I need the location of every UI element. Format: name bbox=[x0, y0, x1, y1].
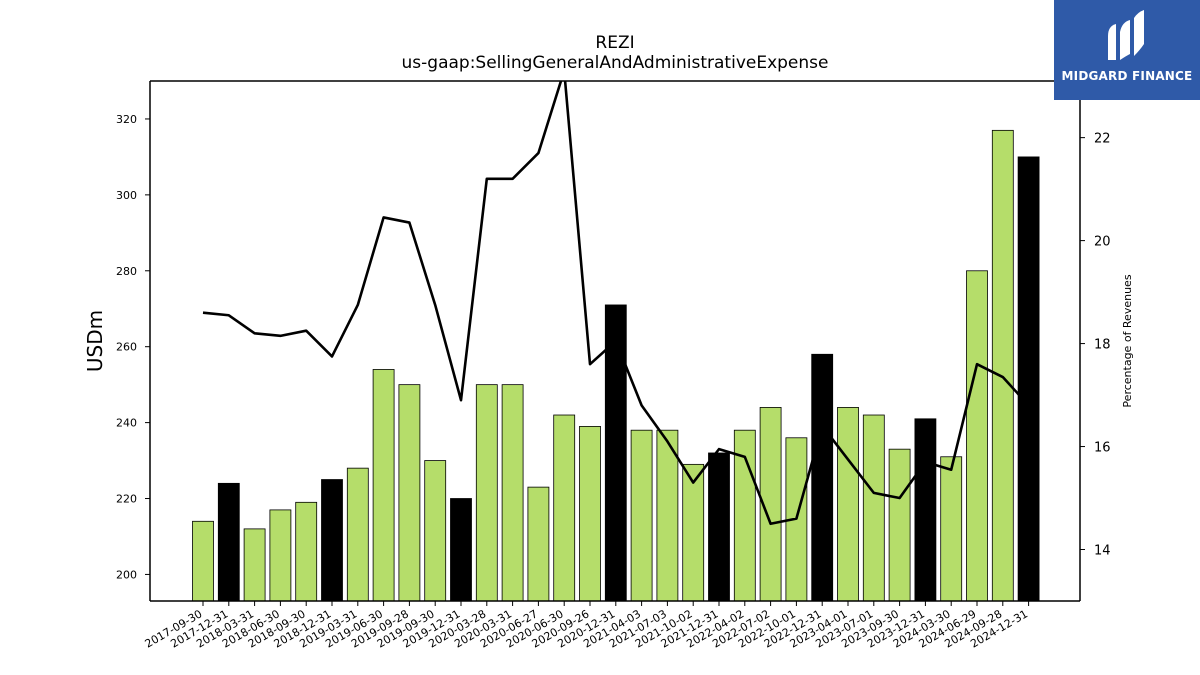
y2-tick-label: 16 bbox=[1094, 441, 1111, 456]
bar-2019-12-31 bbox=[450, 498, 472, 601]
bar-2023-07-01 bbox=[862, 414, 885, 601]
chart-subtitle: us-gaap:SellingGeneralAndAdministrativeE… bbox=[401, 53, 829, 73]
bar-2020-03-28 bbox=[475, 384, 498, 601]
bar-2018-12-31 bbox=[321, 479, 343, 601]
y-tick-label: 300 bbox=[116, 189, 137, 202]
bar-2023-12-31 bbox=[914, 418, 937, 601]
bar-2024-12-31 bbox=[1017, 156, 1040, 601]
bar-2019-03-31 bbox=[346, 467, 369, 601]
chart-title: REZI bbox=[595, 33, 635, 53]
y-tick-label: 320 bbox=[116, 113, 137, 126]
y-axis-label: USDm bbox=[83, 310, 107, 372]
bar-2021-10-02 bbox=[682, 463, 705, 601]
y2-tick-label: 22 bbox=[1094, 132, 1111, 147]
bar-2022-12-31 bbox=[811, 353, 834, 601]
midgard-logo-icon bbox=[1108, 10, 1144, 60]
y2-tick-label: 18 bbox=[1094, 338, 1111, 353]
bar-2020-03-31 bbox=[501, 384, 524, 601]
y2-axis-label: Percentage of Revenues bbox=[1121, 274, 1134, 407]
bar-2020-06-30 bbox=[553, 414, 576, 601]
percentage-line bbox=[202, 81, 1030, 526]
bar-2019-06-30 bbox=[372, 369, 395, 601]
bar-2019-09-28 bbox=[398, 384, 421, 601]
bar-2021-04-03 bbox=[630, 429, 653, 601]
bar-2024-03-30 bbox=[940, 456, 963, 601]
y-tick-label: 280 bbox=[116, 265, 137, 278]
bar-2022-07-02 bbox=[759, 407, 782, 601]
bar-2020-06-27 bbox=[527, 486, 550, 601]
bar-2023-09-30 bbox=[888, 448, 911, 601]
bar-2018-09-30 bbox=[295, 501, 318, 601]
y-tick-label: 240 bbox=[116, 417, 137, 430]
logo-text: MIDGARD FINANCE bbox=[1061, 69, 1193, 83]
y2-tick-label: 20 bbox=[1094, 235, 1111, 250]
bar-2017-12-31 bbox=[217, 482, 240, 601]
y2-tick-label: 14 bbox=[1094, 544, 1111, 559]
bar-2023-04-01 bbox=[837, 407, 859, 601]
bar-2021-12-31 bbox=[708, 452, 730, 601]
bar-2020-12-31 bbox=[604, 304, 627, 601]
bar-2017-09-30 bbox=[192, 520, 214, 601]
y-tick-label: 220 bbox=[116, 493, 137, 506]
y-tick-label: 260 bbox=[116, 341, 137, 354]
bar-2018-03-31 bbox=[243, 528, 266, 601]
bar-2020-09-26 bbox=[579, 426, 601, 601]
bar-2018-06-30 bbox=[269, 509, 292, 601]
y-tick-label: 200 bbox=[116, 568, 137, 581]
bar-2019-09-30 bbox=[424, 460, 447, 601]
bar-2021-07-03 bbox=[656, 429, 679, 601]
bar-2024-06-29 bbox=[966, 270, 988, 601]
brand-logo: MIDGARD FINANCE bbox=[1054, 0, 1200, 100]
bar-2024-09-28 bbox=[991, 129, 1014, 601]
